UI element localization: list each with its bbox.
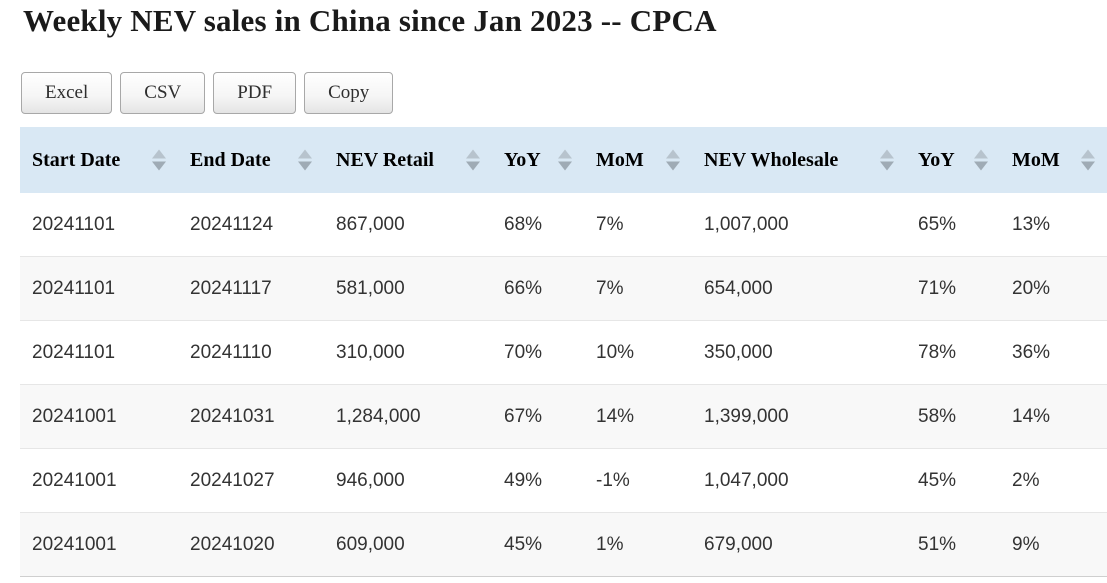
table-cell: 946,000 <box>336 470 405 491</box>
export-toolbar: Excel CSV PDF Copy <box>21 72 1107 114</box>
column-label: YoY <box>918 149 955 171</box>
table-cell: 350,000 <box>704 342 773 363</box>
table-cell: 51% <box>918 534 957 555</box>
column-label: Start Date <box>32 149 121 171</box>
table-cell: 1,399,000 <box>704 406 789 427</box>
table-cell: 7% <box>596 278 624 299</box>
column-header-wholesale-mom[interactable]: MoM <box>1000 127 1107 193</box>
table-cell: 679,000 <box>704 534 773 555</box>
sort-arrows-icon <box>880 149 894 171</box>
table-cell: 20241001 <box>32 470 117 491</box>
column-header-retail-mom[interactable]: MoM <box>584 127 692 193</box>
column-header-wholesale-yoy[interactable]: YoY <box>906 127 1000 193</box>
table-cell: 20241020 <box>190 534 275 555</box>
table-cell: 20241117 <box>190 278 272 299</box>
column-header-retail-yoy[interactable]: YoY <box>492 127 584 193</box>
table-cell: 14% <box>1012 406 1051 427</box>
nev-sales-table: Start Date End Date NEV Retail YoY MoM N… <box>20 127 1107 577</box>
column-label: NEV Retail <box>336 149 434 171</box>
table-cell: 581,000 <box>336 278 405 299</box>
column-label: NEV Wholesale <box>704 149 839 171</box>
table-cell: 65% <box>918 214 957 235</box>
sort-arrows-icon <box>298 149 312 171</box>
column-header-nev-retail[interactable]: NEV Retail <box>324 127 492 193</box>
table-cell: 867,000 <box>336 214 405 235</box>
column-label: MoM <box>596 149 644 171</box>
sort-arrows-icon <box>974 149 988 171</box>
sort-arrows-icon <box>152 149 166 171</box>
table-cell: 10% <box>596 342 635 363</box>
table-cell: -1% <box>596 470 630 491</box>
table-cell: 58% <box>918 406 957 427</box>
csv-button[interactable]: CSV <box>120 72 206 114</box>
header-row: Start Date End Date NEV Retail YoY MoM N… <box>20 127 1107 193</box>
table-row: 20241001 20241020 609,000 45% 1% 679,000 51% 9% <box>20 512 1107 577</box>
column-label: MoM <box>1012 149 1060 171</box>
pdf-button[interactable]: PDF <box>213 72 297 114</box>
table-cell: 20241101 <box>32 342 116 363</box>
table-cell: 20241001 <box>32 406 117 427</box>
table-cell: 609,000 <box>336 534 405 555</box>
table-cell: 36% <box>1012 342 1051 363</box>
table-cell: 78% <box>918 342 957 363</box>
excel-button[interactable]: Excel <box>21 72 113 114</box>
table-row: 20241101 20241117 581,000 66% 7% 654,000 71% 20… <box>20 256 1107 321</box>
table-cell: 20241031 <box>190 406 275 427</box>
table-cell: 310,000 <box>336 342 405 363</box>
table-header: Start Date End Date NEV Retail YoY MoM N… <box>20 127 1107 193</box>
table-cell: 70% <box>504 342 543 363</box>
table-cell: 67% <box>504 406 543 427</box>
sort-arrows-icon <box>666 149 680 171</box>
column-label: End Date <box>190 149 271 171</box>
table-cell: 20241124 <box>190 214 274 235</box>
table-row: 20241001 20241031 1,284,000 67% 14% 1,399,000… <box>20 384 1107 449</box>
column-header-nev-wholesale[interactable]: NEV Wholesale <box>692 127 906 193</box>
table-cell: 654,000 <box>704 278 773 299</box>
page-title: Weekly NEV sales in China since Jan 2023… <box>23 3 717 38</box>
table-cell: 2% <box>1012 470 1040 491</box>
sort-arrows-icon <box>1081 149 1095 171</box>
table-cell: 14% <box>596 406 635 427</box>
table-cell: 9% <box>1012 534 1040 555</box>
table-cell: 20241001 <box>32 534 117 555</box>
sort-arrows-icon <box>466 149 480 171</box>
table-cell: 45% <box>918 470 957 491</box>
column-header-start-date[interactable]: Start Date <box>20 127 178 193</box>
table-cell: 20241027 <box>190 470 275 491</box>
table-cell: 49% <box>504 470 543 491</box>
table-cell: 1% <box>596 534 624 555</box>
table-cell: 1,284,000 <box>336 406 421 427</box>
table-row: 20241001 20241027 946,000 49% -1% 1,047,000 45… <box>20 448 1107 513</box>
table-cell: 1,007,000 <box>704 214 789 235</box>
column-label: YoY <box>504 149 541 171</box>
table-cell: 66% <box>504 278 543 299</box>
copy-button[interactable]: Copy <box>304 72 394 114</box>
sort-arrows-icon <box>558 149 572 171</box>
column-header-end-date[interactable]: End Date <box>178 127 324 193</box>
table-body: 20241101 20241124 867,000 68% 7% 1,007,000 65%… <box>20 193 1107 577</box>
table-cell: 68% <box>504 214 543 235</box>
table-cell: 20241101 <box>32 214 116 235</box>
table-cell: 71% <box>918 278 957 299</box>
table-cell: 20241101 <box>32 278 116 299</box>
table-cell: 45% <box>504 534 543 555</box>
table-row: 20241101 20241110 310,000 70% 10% 350,000 78% 3… <box>20 320 1107 385</box>
table-cell: 1,047,000 <box>704 470 789 491</box>
table-cell: 7% <box>596 214 624 235</box>
table-cell: 20241110 <box>190 342 272 363</box>
table-row: 20241101 20241124 867,000 68% 7% 1,007,000 65%… <box>20 193 1107 257</box>
table-cell: 20% <box>1012 278 1051 299</box>
table-cell: 13% <box>1012 214 1051 235</box>
